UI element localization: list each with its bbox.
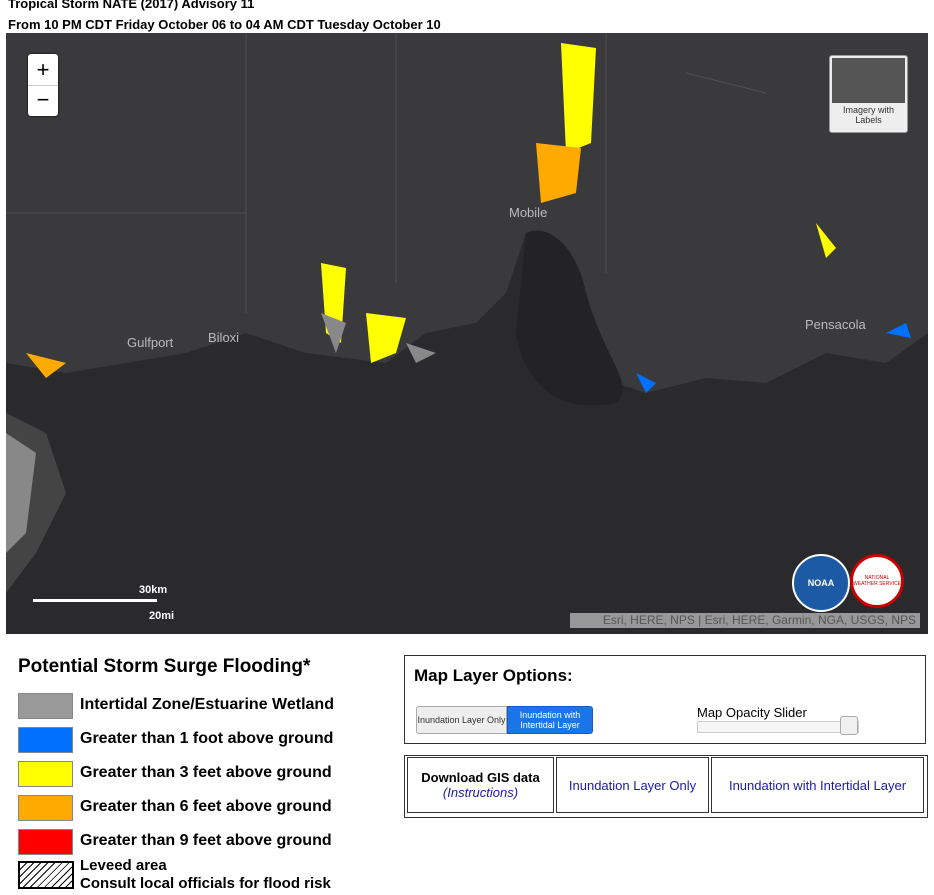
legend-label: Greater than 3 feet above ground xyxy=(80,764,332,781)
layer-options xyxy=(404,655,926,744)
legend-label: Leveed area xyxy=(80,857,167,874)
legend-swatch xyxy=(18,761,73,787)
legend-title: Potential Storm Surge Flooding* xyxy=(18,656,311,677)
instructions-link[interactable]: (Instructions) xyxy=(442,785,519,800)
basemap-label: Imagery with Labels xyxy=(842,105,895,125)
opacity-slider[interactable] xyxy=(697,721,859,733)
place-label: Mobile xyxy=(509,205,548,220)
legend-label: Greater than 6 feet above ground xyxy=(80,798,332,815)
zoom-in[interactable]: + xyxy=(28,54,58,86)
download-link[interactable]: Inundation Layer Only xyxy=(556,757,709,813)
zoom-out[interactable]: − xyxy=(36,87,50,112)
nws-logo: NATIONAL WEATHER SERVICE xyxy=(850,554,904,608)
legend-swatch xyxy=(18,693,73,719)
download-cell: Download GIS data (Instructions) xyxy=(407,757,554,813)
slider-handle[interactable] xyxy=(840,716,858,735)
subtitle: From 10 PM CDT Friday October 06 to 04 A… xyxy=(8,17,441,32)
place-label: Pensacola xyxy=(805,317,866,332)
legend-label: Greater than 9 feet above ground xyxy=(80,832,332,849)
scale-bar xyxy=(33,599,157,602)
legend-swatch xyxy=(18,829,73,855)
scale-mi: 20mi xyxy=(149,610,175,622)
noaa-logo: NOAA xyxy=(792,554,850,612)
attribution: Esri, HERE, NPS | Esri, HERE, Garmin, NG… xyxy=(570,613,920,628)
layer-options-title: Map Layer Options: xyxy=(414,666,573,685)
place-label: Gulfport xyxy=(127,335,174,350)
legend-label: Consult local officials for flood risk xyxy=(80,875,331,892)
legend-label: Greater than 1 foot above ground xyxy=(80,730,334,747)
download-heading: Download GIS data xyxy=(421,770,540,785)
leveed-swatch xyxy=(18,861,74,889)
slider-label: Map Opacity Slider xyxy=(697,705,807,720)
layer-button[interactable]: Inundation Layer Only xyxy=(416,706,507,734)
downloads xyxy=(404,755,928,818)
scale-km: 30km xyxy=(139,584,168,596)
layer-button[interactable]: Inundation with Intertidal Layer xyxy=(507,706,593,734)
map-basemap xyxy=(6,33,928,593)
legend-label: Intertidal Zone/Estuarine Wetland xyxy=(80,696,334,713)
download-link[interactable]: Inundation with Intertidal Layer xyxy=(711,757,924,813)
legend-swatch xyxy=(18,795,73,821)
basemap-toggle[interactable]: Imagery with Labels xyxy=(829,55,908,133)
place-label: Biloxi xyxy=(208,330,240,345)
map[interactable]: + − Imagery with Labels Mobile Gulfport … xyxy=(6,33,928,634)
title: Tropical Storm NATE (2017) Advisory 11 xyxy=(8,0,255,11)
legend-swatch xyxy=(18,727,73,753)
